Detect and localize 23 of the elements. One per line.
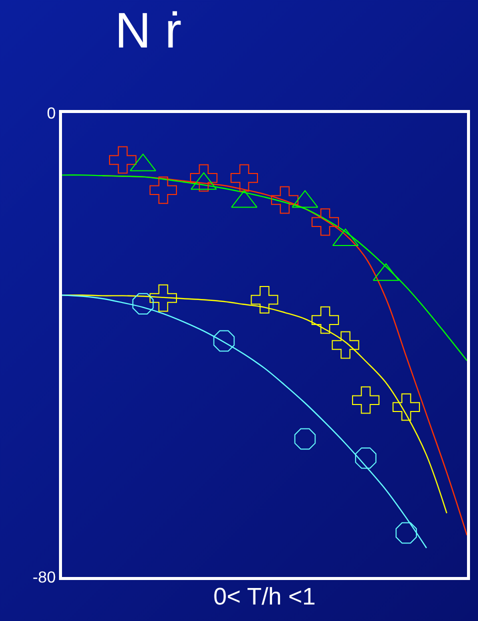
chart-title: N ṙ	[114, 2, 182, 58]
line-series	[62, 174, 467, 362]
y-tick-label: -80	[32, 570, 56, 587]
y-tick-label: 0	[46, 106, 56, 123]
point	[355, 447, 376, 469]
point	[332, 331, 360, 359]
point	[150, 284, 177, 312]
point	[190, 164, 218, 192]
point	[250, 286, 278, 314]
x-axis-title: 0< T/h <1	[213, 584, 316, 610]
point	[213, 330, 235, 352]
point	[271, 186, 298, 214]
point	[396, 522, 417, 544]
line-series	[62, 294, 428, 549]
point	[312, 306, 339, 334]
point	[230, 164, 258, 192]
point	[109, 146, 136, 174]
point	[352, 386, 380, 414]
point	[294, 428, 316, 450]
point	[150, 176, 177, 204]
point	[392, 393, 420, 421]
point	[312, 208, 339, 236]
point	[132, 293, 154, 314]
